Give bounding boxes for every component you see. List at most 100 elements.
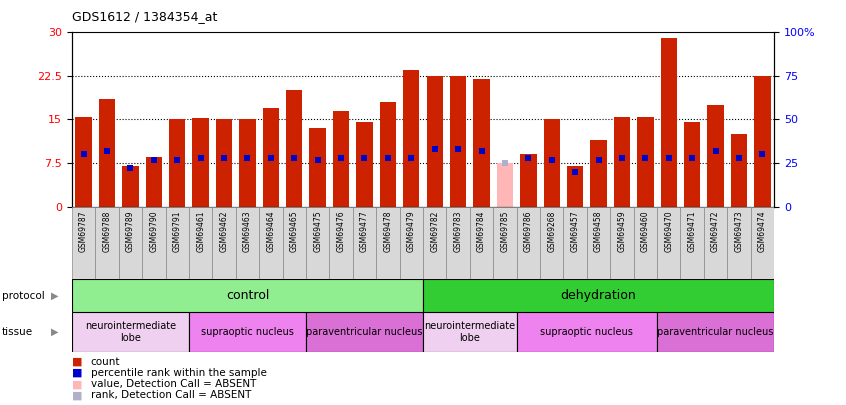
Text: count: count [91,357,120,367]
Bar [75,117,92,207]
Text: GSM69475: GSM69475 [313,210,322,252]
Bar [497,163,514,207]
Bar [684,122,700,207]
Text: GSM69787: GSM69787 [80,210,88,252]
Bar [376,207,399,279]
Text: GSM69470: GSM69470 [664,210,673,252]
Text: GSM69465: GSM69465 [290,210,299,252]
Bar [216,119,233,207]
Text: GSM69457: GSM69457 [571,210,580,252]
Bar [450,76,466,207]
Text: ■: ■ [72,390,82,401]
Bar [332,111,349,207]
Text: supraoptic nucleus: supraoptic nucleus [201,327,294,337]
Bar [286,90,303,207]
Bar [423,312,517,352]
Bar [426,76,443,207]
Text: control: control [226,289,269,302]
Bar [754,76,771,207]
Text: GSM69782: GSM69782 [431,210,439,252]
Bar [380,102,396,207]
Bar [192,118,209,207]
Bar [563,207,587,279]
Bar [470,207,493,279]
Bar [262,108,279,207]
Bar [591,140,607,207]
Text: neurointermediate
lobe: neurointermediate lobe [85,321,176,343]
Text: GSM69789: GSM69789 [126,210,135,252]
Bar [212,207,236,279]
Text: tissue: tissue [2,327,33,337]
Text: neurointermediate
lobe: neurointermediate lobe [424,321,515,343]
Text: GSM69477: GSM69477 [360,210,369,252]
Text: GSM69785: GSM69785 [501,210,509,252]
Text: GSM69459: GSM69459 [618,210,626,252]
Text: dehydration: dehydration [561,289,636,302]
Bar [680,207,704,279]
Bar [166,207,189,279]
Bar [189,207,212,279]
Text: rank, Detection Call = ABSENT: rank, Detection Call = ABSENT [91,390,251,401]
Bar [99,99,115,207]
Bar [423,279,774,312]
Bar [661,38,677,207]
Bar [704,207,728,279]
Bar [728,207,750,279]
Text: paraventricular nucleus: paraventricular nucleus [657,327,774,337]
Text: GSM69786: GSM69786 [524,210,533,252]
Text: ■: ■ [72,379,82,389]
Bar [146,157,162,207]
Text: GSM69460: GSM69460 [641,210,650,252]
Bar [356,122,373,207]
Text: percentile rank within the sample: percentile rank within the sample [91,368,266,378]
Bar [118,207,142,279]
Bar [540,207,563,279]
Bar [613,117,630,207]
Bar [239,119,255,207]
Bar [707,105,724,207]
Bar [520,154,536,207]
Text: GSM69791: GSM69791 [173,210,182,252]
Bar [543,119,560,207]
Text: GSM69790: GSM69790 [150,210,158,252]
Text: GSM69473: GSM69473 [734,210,744,252]
Bar [637,117,654,207]
Text: GSM69463: GSM69463 [243,210,252,252]
Bar [447,207,470,279]
Bar [517,312,657,352]
Bar [306,312,423,352]
Bar [142,207,166,279]
Text: ▶: ▶ [52,327,58,337]
Bar [236,207,259,279]
Text: GSM69462: GSM69462 [220,210,228,252]
Bar [72,279,423,312]
Text: GSM69464: GSM69464 [266,210,275,252]
Bar [473,79,490,207]
Text: ■: ■ [72,357,82,367]
Bar [72,312,189,352]
Text: GSM69458: GSM69458 [594,210,603,252]
Bar [731,134,747,207]
Bar [657,312,774,352]
Text: GSM69478: GSM69478 [383,210,393,252]
Bar [259,207,283,279]
Bar [169,119,185,207]
Bar [283,207,306,279]
Text: GSM69479: GSM69479 [407,210,415,252]
Text: GSM69476: GSM69476 [337,210,345,252]
Text: GSM69472: GSM69472 [711,210,720,252]
Bar [517,207,540,279]
Bar [403,70,420,207]
Text: protocol: protocol [2,291,45,301]
Bar [634,207,657,279]
Text: GSM69461: GSM69461 [196,210,205,252]
Text: paraventricular nucleus: paraventricular nucleus [306,327,423,337]
Text: ■: ■ [72,368,82,378]
Bar [750,207,774,279]
Bar [310,128,326,207]
Bar [353,207,376,279]
Bar [96,207,118,279]
Bar [329,207,353,279]
Text: GSM69268: GSM69268 [547,210,556,252]
Text: GSM69783: GSM69783 [453,210,463,252]
